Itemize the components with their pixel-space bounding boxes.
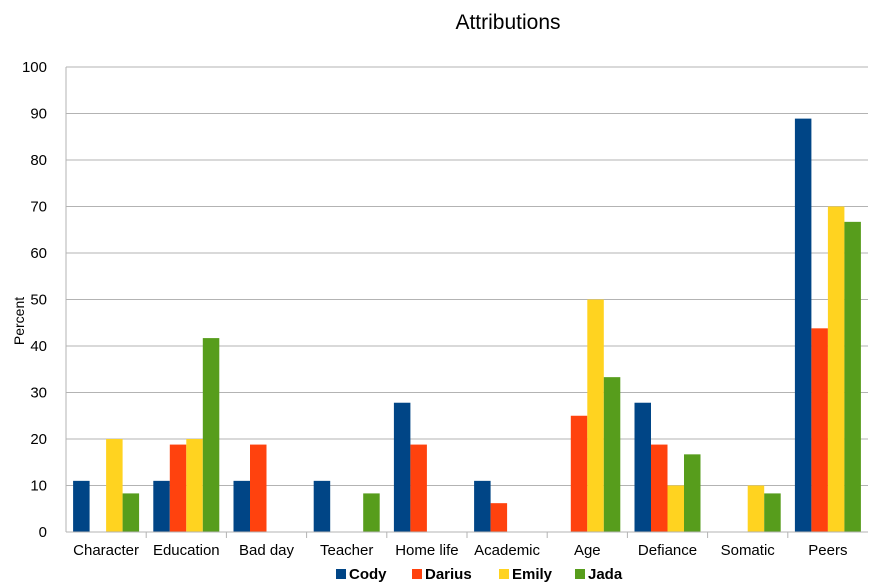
bar-darius <box>169 444 187 532</box>
y-tick-label: 100 <box>22 59 47 76</box>
x-tick-label: Home life <box>395 542 458 559</box>
chart-title: Attributions <box>455 11 560 34</box>
x-axis-ticks: Character Education Bad day Teacher Home lif… <box>66 531 868 559</box>
y-tick-label: 60 <box>30 245 47 262</box>
bar-jada <box>844 221 861 532</box>
x-tick-label: Teacher <box>320 542 373 559</box>
bar-emily <box>186 439 203 532</box>
y-tick-label: 50 <box>30 292 47 309</box>
legend-swatch-jada <box>575 569 585 579</box>
bar-emily <box>106 439 123 532</box>
bar-emily <box>827 206 845 532</box>
bar-jada <box>764 493 781 532</box>
y-tick-label: 0 <box>39 524 47 541</box>
y-axis-label: Percent <box>11 297 27 345</box>
legend-label-jada: Jada <box>588 566 623 583</box>
legend-swatch-darius <box>412 569 422 579</box>
bar-jada <box>363 493 380 532</box>
legend-label-emily: Emily <box>512 566 553 583</box>
x-tick-label: Bad day <box>239 542 295 559</box>
legend-label-cody: Cody <box>349 566 387 583</box>
bar-darius <box>811 328 828 532</box>
bar-darius <box>410 444 427 532</box>
bar-jada <box>202 338 220 532</box>
bar-cody <box>393 402 411 532</box>
y-tick-label: 80 <box>30 152 47 169</box>
bar-cody <box>153 480 170 532</box>
bar-cody <box>233 480 250 532</box>
legend: Cody Darius Emily Jada <box>336 566 623 583</box>
bar-jada <box>603 377 621 532</box>
legend-swatch-emily <box>499 569 509 579</box>
y-tick-label: 40 <box>30 338 47 355</box>
bar-cody <box>313 480 331 532</box>
bar-cody <box>73 480 90 532</box>
bar-emily <box>587 299 604 532</box>
legend-label-darius: Darius <box>425 566 472 583</box>
bar-jada <box>122 493 140 532</box>
x-tick-label: Education <box>153 542 220 559</box>
bar-darius <box>651 444 668 532</box>
y-axis-ticks: 0 10 20 30 40 50 60 70 80 90 100 <box>22 59 47 541</box>
bar-emily <box>667 485 684 532</box>
bar-cody <box>634 402 651 532</box>
legend-swatch-cody <box>336 569 346 579</box>
y-tick-label: 70 <box>30 199 47 216</box>
y-tick-label: 20 <box>30 431 47 448</box>
y-tick-label: 30 <box>30 385 47 402</box>
x-tick-label: Age <box>574 542 601 559</box>
x-tick-label: Somatic <box>721 542 776 559</box>
bars <box>73 118 861 533</box>
bar-cody <box>474 480 491 532</box>
bar-jada <box>684 454 701 532</box>
bar-cody <box>794 118 812 533</box>
x-tick-label: Peers <box>808 542 847 559</box>
bar-darius <box>570 415 588 532</box>
bar-emily <box>747 485 765 532</box>
y-tick-label: 90 <box>30 106 47 123</box>
x-tick-label: Defiance <box>638 542 697 559</box>
bar-darius <box>250 444 267 532</box>
x-tick-label: Character <box>73 542 139 559</box>
bar-darius <box>490 503 508 532</box>
y-tick-label: 10 <box>30 478 47 495</box>
x-tick-label: Academic <box>474 542 540 559</box>
